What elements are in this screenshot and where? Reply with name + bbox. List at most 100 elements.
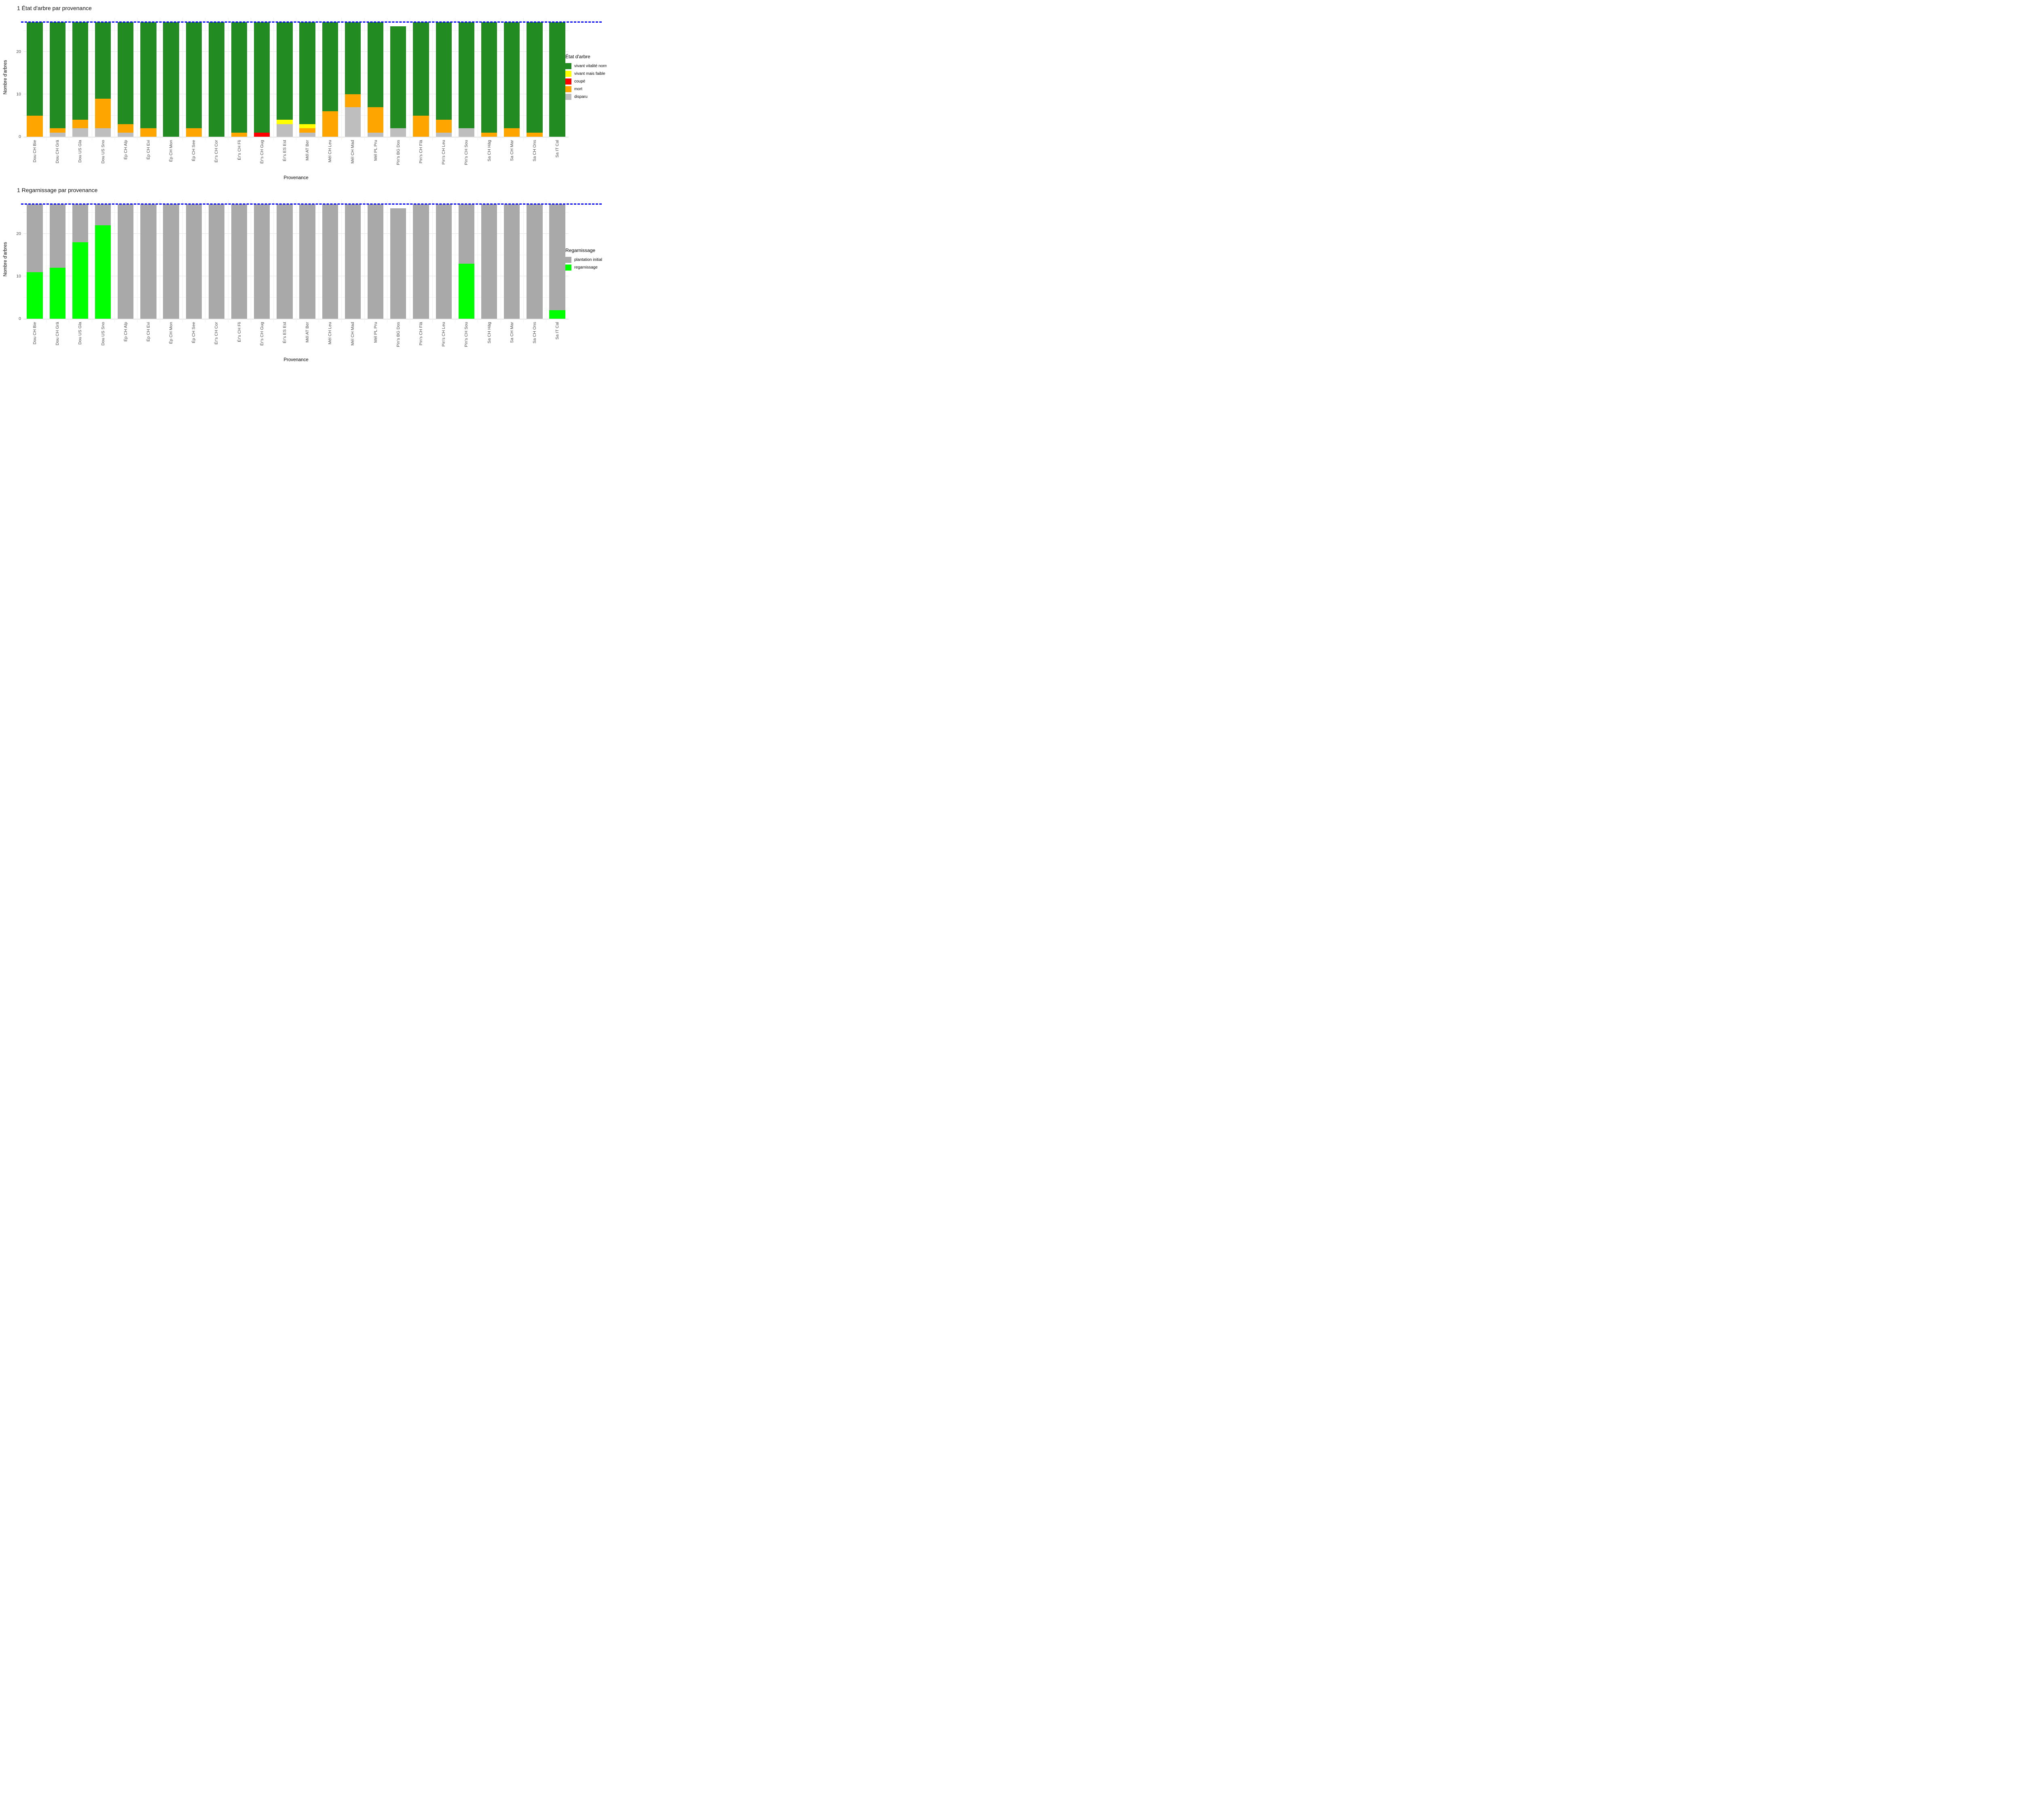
- legend-label: vivant vitalité normale: [574, 64, 607, 68]
- bar-slot: [205, 200, 228, 319]
- bar-slot: [432, 18, 455, 137]
- bar-segment: [299, 22, 315, 124]
- x-tick-cell: Sa CH Ons: [523, 322, 546, 358]
- legend-item: plantation initial: [565, 256, 602, 263]
- x-tick-cell: Ép CH Mon: [160, 140, 182, 176]
- x-axis-title: Provenance: [283, 358, 309, 362]
- x-tick-cell: Ér's CH Gug: [251, 322, 273, 358]
- x-tick-cell: Pin's BG Dos: [387, 140, 410, 176]
- x-tick-label: Pin's CH Leu: [441, 322, 446, 347]
- bar-slot: [273, 18, 296, 137]
- x-tick-label: Ér's CH Fli: [237, 322, 242, 342]
- bar-segment: [390, 26, 406, 128]
- bar-segment: [277, 124, 293, 137]
- bar-segment: [277, 120, 293, 124]
- bar-segment: [163, 22, 179, 137]
- bar-slot: [137, 200, 160, 319]
- bar-Ép CH Alp: [118, 18, 134, 137]
- bar-segment: [413, 204, 429, 319]
- bar-Dou US Sno: [95, 200, 111, 319]
- bar-slot: [501, 200, 523, 319]
- bar-Ép CH Evi: [140, 200, 157, 319]
- bar-segment: [231, 22, 247, 133]
- bar-slot: [319, 18, 341, 137]
- bar-segment: [72, 128, 89, 137]
- bar-Ér's CH Gug: [254, 18, 270, 137]
- bar-segment: [140, 128, 157, 137]
- bar-slot: [546, 18, 569, 137]
- bar-segment: [458, 204, 474, 264]
- bar-segment: [231, 132, 247, 137]
- bar-slot: [251, 18, 273, 137]
- gridline-x: [523, 200, 524, 322]
- x-tick-label: Ér's CH Gug: [259, 322, 264, 346]
- x-tick-label: Dou CH Grä: [55, 140, 60, 163]
- x-tick-label: Mél CH Leu: [328, 140, 333, 163]
- bar-segment: [95, 22, 111, 99]
- bar-Dou CH Bie: [27, 200, 43, 319]
- bar-Sa CH Ons: [527, 18, 543, 137]
- bar-slot: [160, 18, 182, 137]
- x-tick-label: Dou US Sno: [100, 322, 106, 346]
- gridline-x: [364, 200, 365, 322]
- x-tick-cell: Sa CH Mar: [501, 322, 523, 358]
- bar-slot: [137, 18, 160, 137]
- x-tick-label: Pin's BG Dos: [396, 140, 401, 165]
- x-tick-cell: Mél PL Pru: [364, 322, 387, 358]
- bar-segment: [49, 22, 66, 128]
- x-tick-label: Ér's ES Est: [282, 140, 287, 161]
- legend-item: mort: [565, 86, 607, 92]
- bar-Ér's ES Est: [277, 18, 293, 137]
- bar-slot: [364, 18, 387, 137]
- x-tick-cell: Dou CH Bie: [23, 322, 46, 358]
- bar-segment: [390, 208, 406, 319]
- x-tick-cell: Mél PL Pru: [364, 140, 387, 176]
- y-tick-label-0: 0: [19, 134, 21, 139]
- x-tick-label: Ép CH Mon: [169, 322, 174, 344]
- x-tick-cell: Mél CH Mad: [341, 140, 364, 176]
- x-tick-cell: Ép CH Evi: [137, 140, 160, 176]
- bar-segment: [208, 22, 225, 137]
- x-tick-cell: Ér's ES Est: [273, 322, 296, 358]
- bar-slot: [455, 18, 478, 137]
- x-tick-cell: Sa CH Häg: [478, 140, 500, 176]
- bar-segment: [345, 107, 361, 137]
- bar-segment: [72, 242, 89, 319]
- gridline-x: [341, 18, 342, 140]
- bar-segment: [118, 124, 134, 133]
- bar-segment: [95, 204, 111, 225]
- x-tick-label: Mél CH Mad: [350, 322, 355, 346]
- legend: Regarnissage plantation initial regarnissa…: [565, 200, 602, 319]
- bar-segment: [413, 22, 429, 116]
- bar-segment: [368, 107, 384, 133]
- bar-segment: [95, 128, 111, 137]
- bar-slot: [546, 200, 569, 319]
- bar-slot: [501, 18, 523, 137]
- bar-Ép CH Alp: [118, 200, 134, 319]
- bar-Mél PL Pru: [368, 18, 384, 137]
- x-tick-label: Pin's CH Leu: [441, 140, 446, 165]
- bar-slot: [46, 18, 69, 137]
- bar-segment: [299, 204, 315, 319]
- bar-segment: [345, 204, 361, 319]
- bar-segment: [527, 132, 543, 137]
- bar-slot: [46, 200, 69, 319]
- x-tick-cell: Sa CH Ons: [523, 140, 546, 176]
- bar-slot: [205, 18, 228, 137]
- x-tick-label: Mél AT Ber: [305, 140, 310, 161]
- y-axis-title-wrap: Nombre d'arbres: [2, 18, 9, 137]
- legend-swatch: [565, 86, 571, 92]
- bar-segment: [95, 98, 111, 128]
- bar-slot: [341, 200, 364, 319]
- bar-segment: [72, 204, 89, 242]
- bar-segment: [527, 204, 543, 319]
- bar-slot: [114, 200, 137, 319]
- legend-item: coupé: [565, 78, 607, 85]
- x-tick-cell: Ér's ES Est: [273, 140, 296, 176]
- bar-slot: [228, 18, 251, 137]
- x-tick-label: Ér's CH Cor: [214, 322, 219, 345]
- chart-title: 1 État d'arbre par provenance: [17, 5, 92, 11]
- reference-line: [21, 203, 602, 205]
- x-tick-cell: Ép CH Alp: [114, 322, 137, 358]
- legend-title: État d'arbre: [565, 54, 590, 59]
